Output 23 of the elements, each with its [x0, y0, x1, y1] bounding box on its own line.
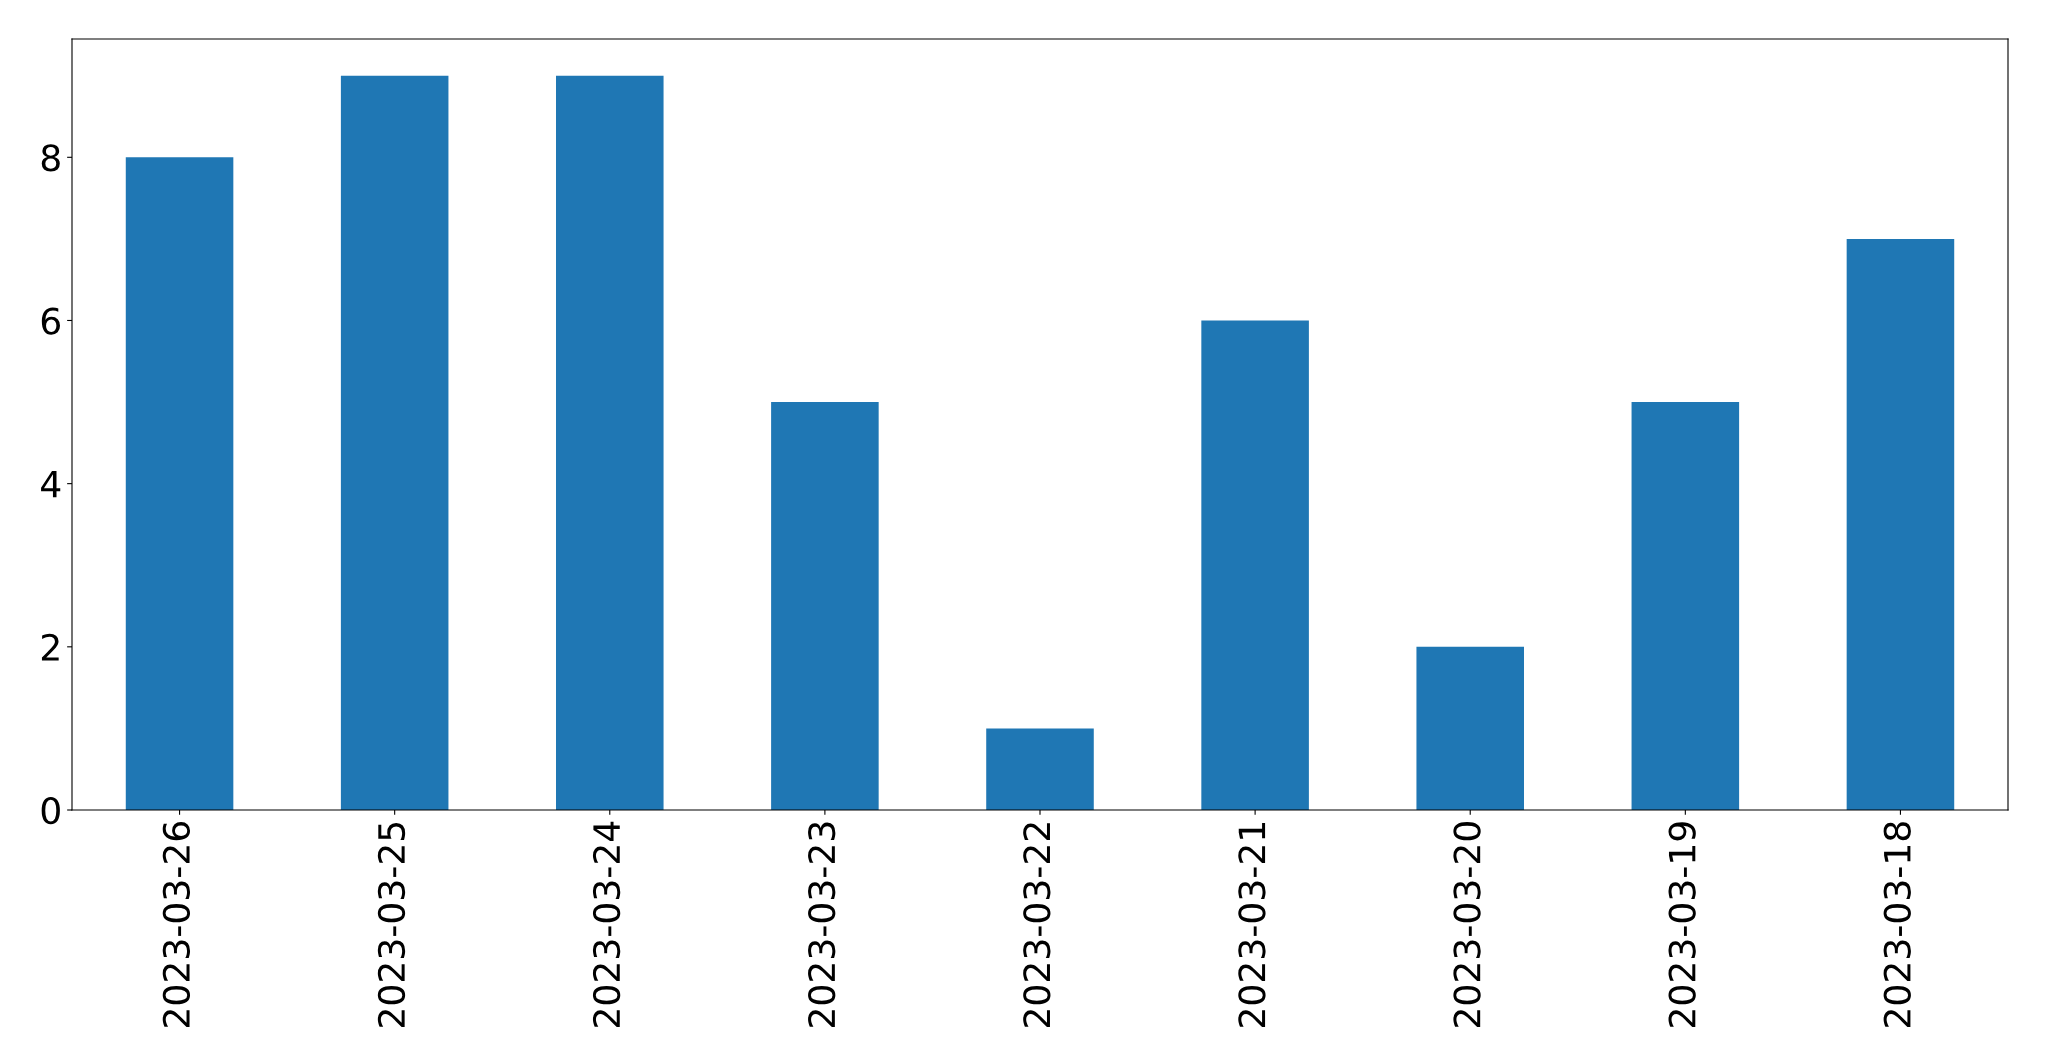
bar [125, 157, 234, 810]
x-tick-label: 2023-03-19 [1668, 822, 1696, 1027]
bar [986, 728, 1094, 810]
bar [1631, 402, 1740, 810]
x-tick-label: 2023-03-25 [377, 822, 406, 1027]
bar [556, 75, 664, 810]
y-tick-label: 6 [41, 307, 60, 335]
x-tick-label: 2023-03-23 [808, 822, 836, 1027]
y-tick-label: 4 [41, 471, 61, 498]
y-tick-label: 0 [41, 796, 60, 825]
x-tick-label: 2023-03-20 [1453, 822, 1481, 1027]
x-tick-label: 2023-03-18 [1883, 822, 1911, 1027]
bar [340, 75, 449, 810]
bar [1201, 320, 1309, 810]
y-tick-label: 2 [41, 633, 59, 661]
x-tick-label: 2023-03-26 [162, 822, 191, 1027]
bar [1416, 646, 1524, 810]
x-tick-label: 2023-03-22 [1023, 823, 1051, 1027]
x-tick-label: 2023-03-24 [592, 821, 621, 1027]
bar [771, 402, 879, 810]
bar [1846, 238, 1955, 810]
y-tick-label: 8 [41, 144, 60, 172]
x-tick-label: 2023-03-21 [1238, 823, 1266, 1027]
